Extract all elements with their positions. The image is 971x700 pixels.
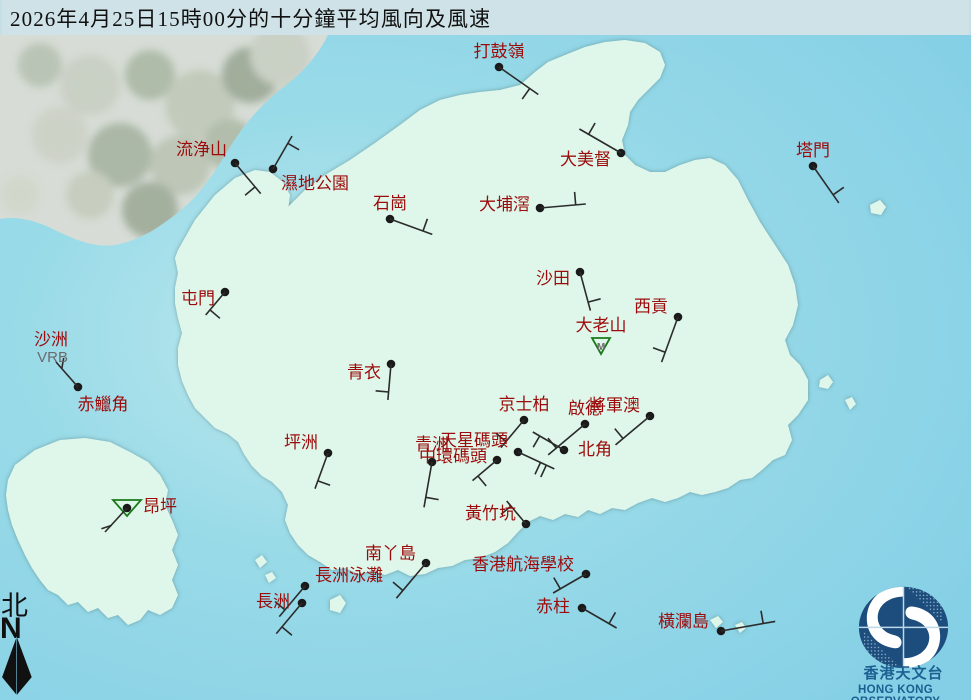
- svg-text:沙田: 沙田: [536, 269, 570, 288]
- svg-text:青衣: 青衣: [347, 363, 381, 382]
- svg-text:大埔滘: 大埔滘: [479, 195, 530, 214]
- svg-text:南丫島: 南丫島: [365, 544, 416, 563]
- svg-text:黃竹坑: 黃竹坑: [465, 504, 516, 523]
- svg-text:長洲泳灘: 長洲泳灘: [315, 566, 383, 585]
- svg-text:赤鱲角: 赤鱲角: [78, 395, 129, 414]
- svg-text:昂坪: 昂坪: [143, 497, 177, 516]
- svg-text:京士柏: 京士柏: [499, 395, 550, 414]
- svg-text:坪洲: 坪洲: [284, 433, 318, 452]
- svg-text:濕地公園: 濕地公園: [281, 174, 349, 193]
- svg-text:將軍澳: 將軍澳: [589, 396, 640, 415]
- svg-text:打鼓嶺: 打鼓嶺: [474, 42, 525, 61]
- svg-text:橫瀾島: 橫瀾島: [658, 612, 709, 631]
- svg-text:VRB: VRB: [37, 349, 68, 366]
- svg-text:西貢: 西貢: [634, 297, 668, 316]
- svg-text:屯門: 屯門: [181, 289, 215, 308]
- svg-text:沙洲: 沙洲: [34, 330, 68, 349]
- svg-text:塔門: 塔門: [796, 141, 830, 160]
- svg-text:流浄山: 流浄山: [176, 140, 227, 159]
- svg-text:長洲: 長洲: [256, 592, 290, 611]
- svg-text:大美督: 大美督: [560, 150, 611, 169]
- svg-text:北角: 北角: [578, 440, 612, 459]
- svg-text:香港航海學校: 香港航海學校: [472, 555, 574, 574]
- svg-text:大老山: 大老山: [576, 316, 627, 335]
- svg-text:M: M: [597, 342, 605, 353]
- svg-text:N: N: [0, 612, 22, 645]
- svg-text:石崗: 石崗: [373, 194, 407, 213]
- svg-text:青洲: 青洲: [415, 435, 449, 454]
- svg-text:赤柱: 赤柱: [536, 597, 570, 616]
